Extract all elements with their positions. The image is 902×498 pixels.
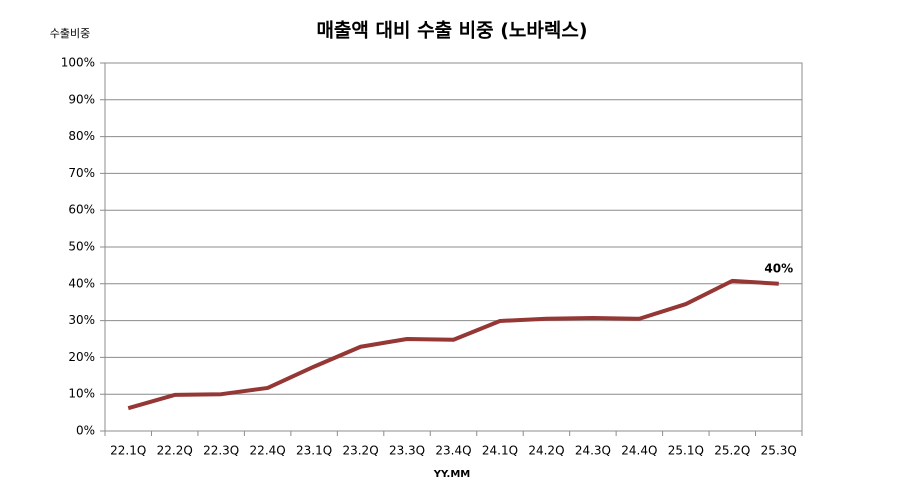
x-tick-label: 23.3Q (389, 444, 425, 458)
x-tick-label: 22.2Q (157, 444, 193, 458)
x-tick-label: 22.1Q (110, 444, 146, 458)
x-tick-label: 22.4Q (250, 444, 286, 458)
y-tick-label: 50% (68, 240, 95, 254)
y-tick-label: 30% (68, 313, 95, 327)
x-tick-label: 25.1Q (668, 444, 704, 458)
y-tick-label: 90% (68, 92, 95, 106)
y-tick-label: 100% (61, 56, 95, 70)
x-tick-label: 24.3Q (575, 444, 611, 458)
y-tick-label: 0% (76, 424, 95, 438)
x-tick-label: 22.3Q (203, 444, 239, 458)
y-axis-label: 수출비중 (50, 27, 90, 40)
y-tick-label: 20% (68, 350, 95, 364)
y-tick-label: 80% (68, 129, 95, 143)
x-tick-label: 23.1Q (296, 444, 332, 458)
plot-border (104, 62, 803, 432)
x-tick-label: 23.2Q (342, 444, 378, 458)
line (127, 278, 779, 411)
x-tick-label: 24.1Q (482, 444, 518, 458)
x-axis-label: YY.MM (433, 469, 471, 480)
x-tick-label: 23.4Q (435, 444, 471, 458)
y-tick-label: 60% (68, 203, 95, 217)
x-tick-label: 24.4Q (621, 444, 657, 458)
data-label: 40% (764, 261, 793, 275)
x-tick-label: 24.2Q (528, 444, 564, 458)
y-tick-label: 10% (68, 387, 95, 401)
y-tick-label: 70% (68, 166, 95, 180)
x-tick-label: 25.2Q (714, 444, 750, 458)
x-tick-label: 25.3Q (761, 444, 797, 458)
chart-title: 매출액 대비 수출 비중 (노바렉스) (316, 20, 587, 42)
y-tick-label: 40% (68, 276, 95, 290)
